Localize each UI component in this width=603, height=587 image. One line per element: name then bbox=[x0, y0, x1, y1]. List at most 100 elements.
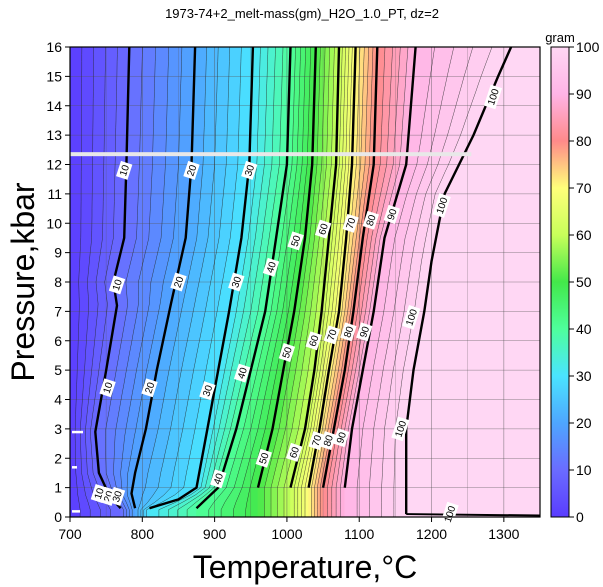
contour-10 bbox=[94, 47, 131, 510]
contour-label: 40 bbox=[233, 363, 251, 383]
minor-contour bbox=[137, 47, 207, 517]
contour-label: 70 bbox=[323, 325, 340, 345]
contour-label: 100 bbox=[391, 416, 410, 442]
contour-label: 60 bbox=[286, 442, 303, 462]
minor-contour bbox=[283, 47, 335, 517]
contour-label-text: 40 bbox=[212, 472, 226, 486]
contour-label-text: 80 bbox=[342, 325, 356, 339]
contour-label: 50 bbox=[278, 343, 296, 362]
contour-label: 30 bbox=[108, 486, 126, 506]
contour-label: 90 bbox=[356, 322, 373, 342]
contour-label: 90 bbox=[383, 204, 400, 224]
colorbar-tick-label: 100 bbox=[576, 39, 600, 55]
contour-label-text: 50 bbox=[290, 234, 304, 248]
contour-label-text: 60 bbox=[308, 334, 322, 348]
contour-label-text: 80 bbox=[365, 213, 379, 227]
contour-label-text: 10 bbox=[111, 278, 125, 292]
contour-label: 80 bbox=[362, 210, 379, 230]
x-tick-label: 1300 bbox=[488, 526, 519, 542]
contour-label-bg bbox=[199, 381, 216, 401]
colorbar-ticks: 0 10 20 30 40 50 60 70 80 90 100 bbox=[569, 39, 600, 525]
minor-contour bbox=[369, 47, 455, 517]
contour-label-bg bbox=[108, 486, 126, 506]
contour-label-text: 100 bbox=[443, 504, 459, 524]
minor-contour bbox=[113, 47, 156, 517]
contour-label-bg bbox=[383, 204, 400, 224]
contour-label-text: 30 bbox=[201, 384, 215, 398]
minor-contour bbox=[270, 47, 326, 517]
contour-label-text: 70 bbox=[326, 328, 340, 342]
colorbar-tick-label: 50 bbox=[576, 274, 592, 290]
minor-contour bbox=[177, 47, 276, 517]
contour-label-text: 30 bbox=[230, 275, 244, 289]
row-artifact bbox=[72, 430, 83, 434]
minor-contour bbox=[356, 47, 435, 517]
contour-label-bg bbox=[314, 219, 332, 239]
contour-label-text: 90 bbox=[335, 431, 349, 445]
contour-label-bg bbox=[228, 272, 245, 292]
contour-label-bg bbox=[356, 322, 373, 342]
contour-label: 30 bbox=[228, 272, 245, 292]
y-tick-label: 7 bbox=[54, 303, 62, 319]
contour-label: 80 bbox=[319, 431, 337, 451]
contour-label-bg bbox=[342, 213, 359, 233]
y-axis-label: Pressure,kbar bbox=[5, 182, 41, 382]
y-tick-label: 6 bbox=[54, 333, 62, 349]
y-tick-label: 14 bbox=[46, 98, 62, 114]
contour-label-text: 30 bbox=[243, 163, 257, 177]
minor-contour bbox=[140, 47, 219, 517]
contour-label: 50 bbox=[287, 231, 304, 251]
contour-label-text: 40 bbox=[265, 260, 279, 274]
minor-contour bbox=[293, 47, 343, 517]
contour-label-text: 10 bbox=[118, 163, 132, 177]
contour-label-bg bbox=[170, 272, 187, 292]
minor-contour bbox=[208, 47, 296, 517]
contour-label-bg bbox=[108, 275, 126, 295]
contour-label: 80 bbox=[340, 322, 357, 342]
colorbar-tick-label: 40 bbox=[576, 321, 592, 337]
contour-label-bg bbox=[262, 257, 280, 277]
y-tick-label: 13 bbox=[46, 127, 62, 143]
contour-label-text: 100 bbox=[404, 308, 420, 328]
y-tick-label: 0 bbox=[54, 509, 62, 525]
contour-label-bg bbox=[319, 431, 337, 451]
contour-label-bg bbox=[233, 363, 251, 383]
y-tick-label: 4 bbox=[54, 392, 62, 408]
contour-label-text: 100 bbox=[394, 419, 410, 439]
contour-70 bbox=[307, 47, 357, 488]
contour-label-text: 30 bbox=[111, 489, 125, 503]
y-tick-label: 1 bbox=[54, 480, 62, 496]
minor-contour bbox=[80, 47, 94, 517]
contour-label: 60 bbox=[314, 219, 332, 239]
x-tick-label: 900 bbox=[203, 526, 227, 542]
colorbar-tick-label: 70 bbox=[576, 180, 592, 196]
minor-contour bbox=[297, 47, 346, 517]
contour-50 bbox=[256, 47, 317, 488]
contour-label: 20 bbox=[170, 272, 187, 292]
minor-contour bbox=[146, 47, 242, 517]
chart-title: 1973-74+2_melt-mass(gm)_H2O_1.0_PT, dz=2 bbox=[165, 6, 439, 21]
contour-label-bg bbox=[116, 160, 133, 180]
x-tick-label: 1100 bbox=[344, 526, 374, 542]
contour-label: 50 bbox=[255, 448, 272, 468]
y-tick-label: 12 bbox=[46, 157, 62, 173]
contour-label: 70 bbox=[342, 213, 359, 233]
y-tick-label: 3 bbox=[54, 421, 62, 437]
contour-label: 90 bbox=[333, 428, 350, 448]
y-tick-label: 8 bbox=[54, 274, 62, 290]
contour-label-bg bbox=[183, 160, 200, 180]
x-axis-ticks: 700 800 900 1000 1100 1200 1300 bbox=[58, 517, 520, 542]
contour-label-text: 50 bbox=[258, 451, 272, 465]
y-tick-label: 10 bbox=[46, 215, 62, 231]
minor-contour bbox=[85, 47, 106, 517]
contour-label-text: 20 bbox=[173, 275, 187, 289]
colorbar-label: gram bbox=[545, 30, 575, 45]
minor-contour bbox=[264, 47, 321, 517]
contour-label-text: 100 bbox=[435, 196, 451, 216]
contour-label-bg bbox=[286, 442, 303, 462]
minor-contour bbox=[120, 47, 170, 517]
contour-label-bg bbox=[483, 84, 503, 110]
contour-label-text: 20 bbox=[144, 381, 158, 395]
contour-label-text: 90 bbox=[358, 325, 372, 339]
